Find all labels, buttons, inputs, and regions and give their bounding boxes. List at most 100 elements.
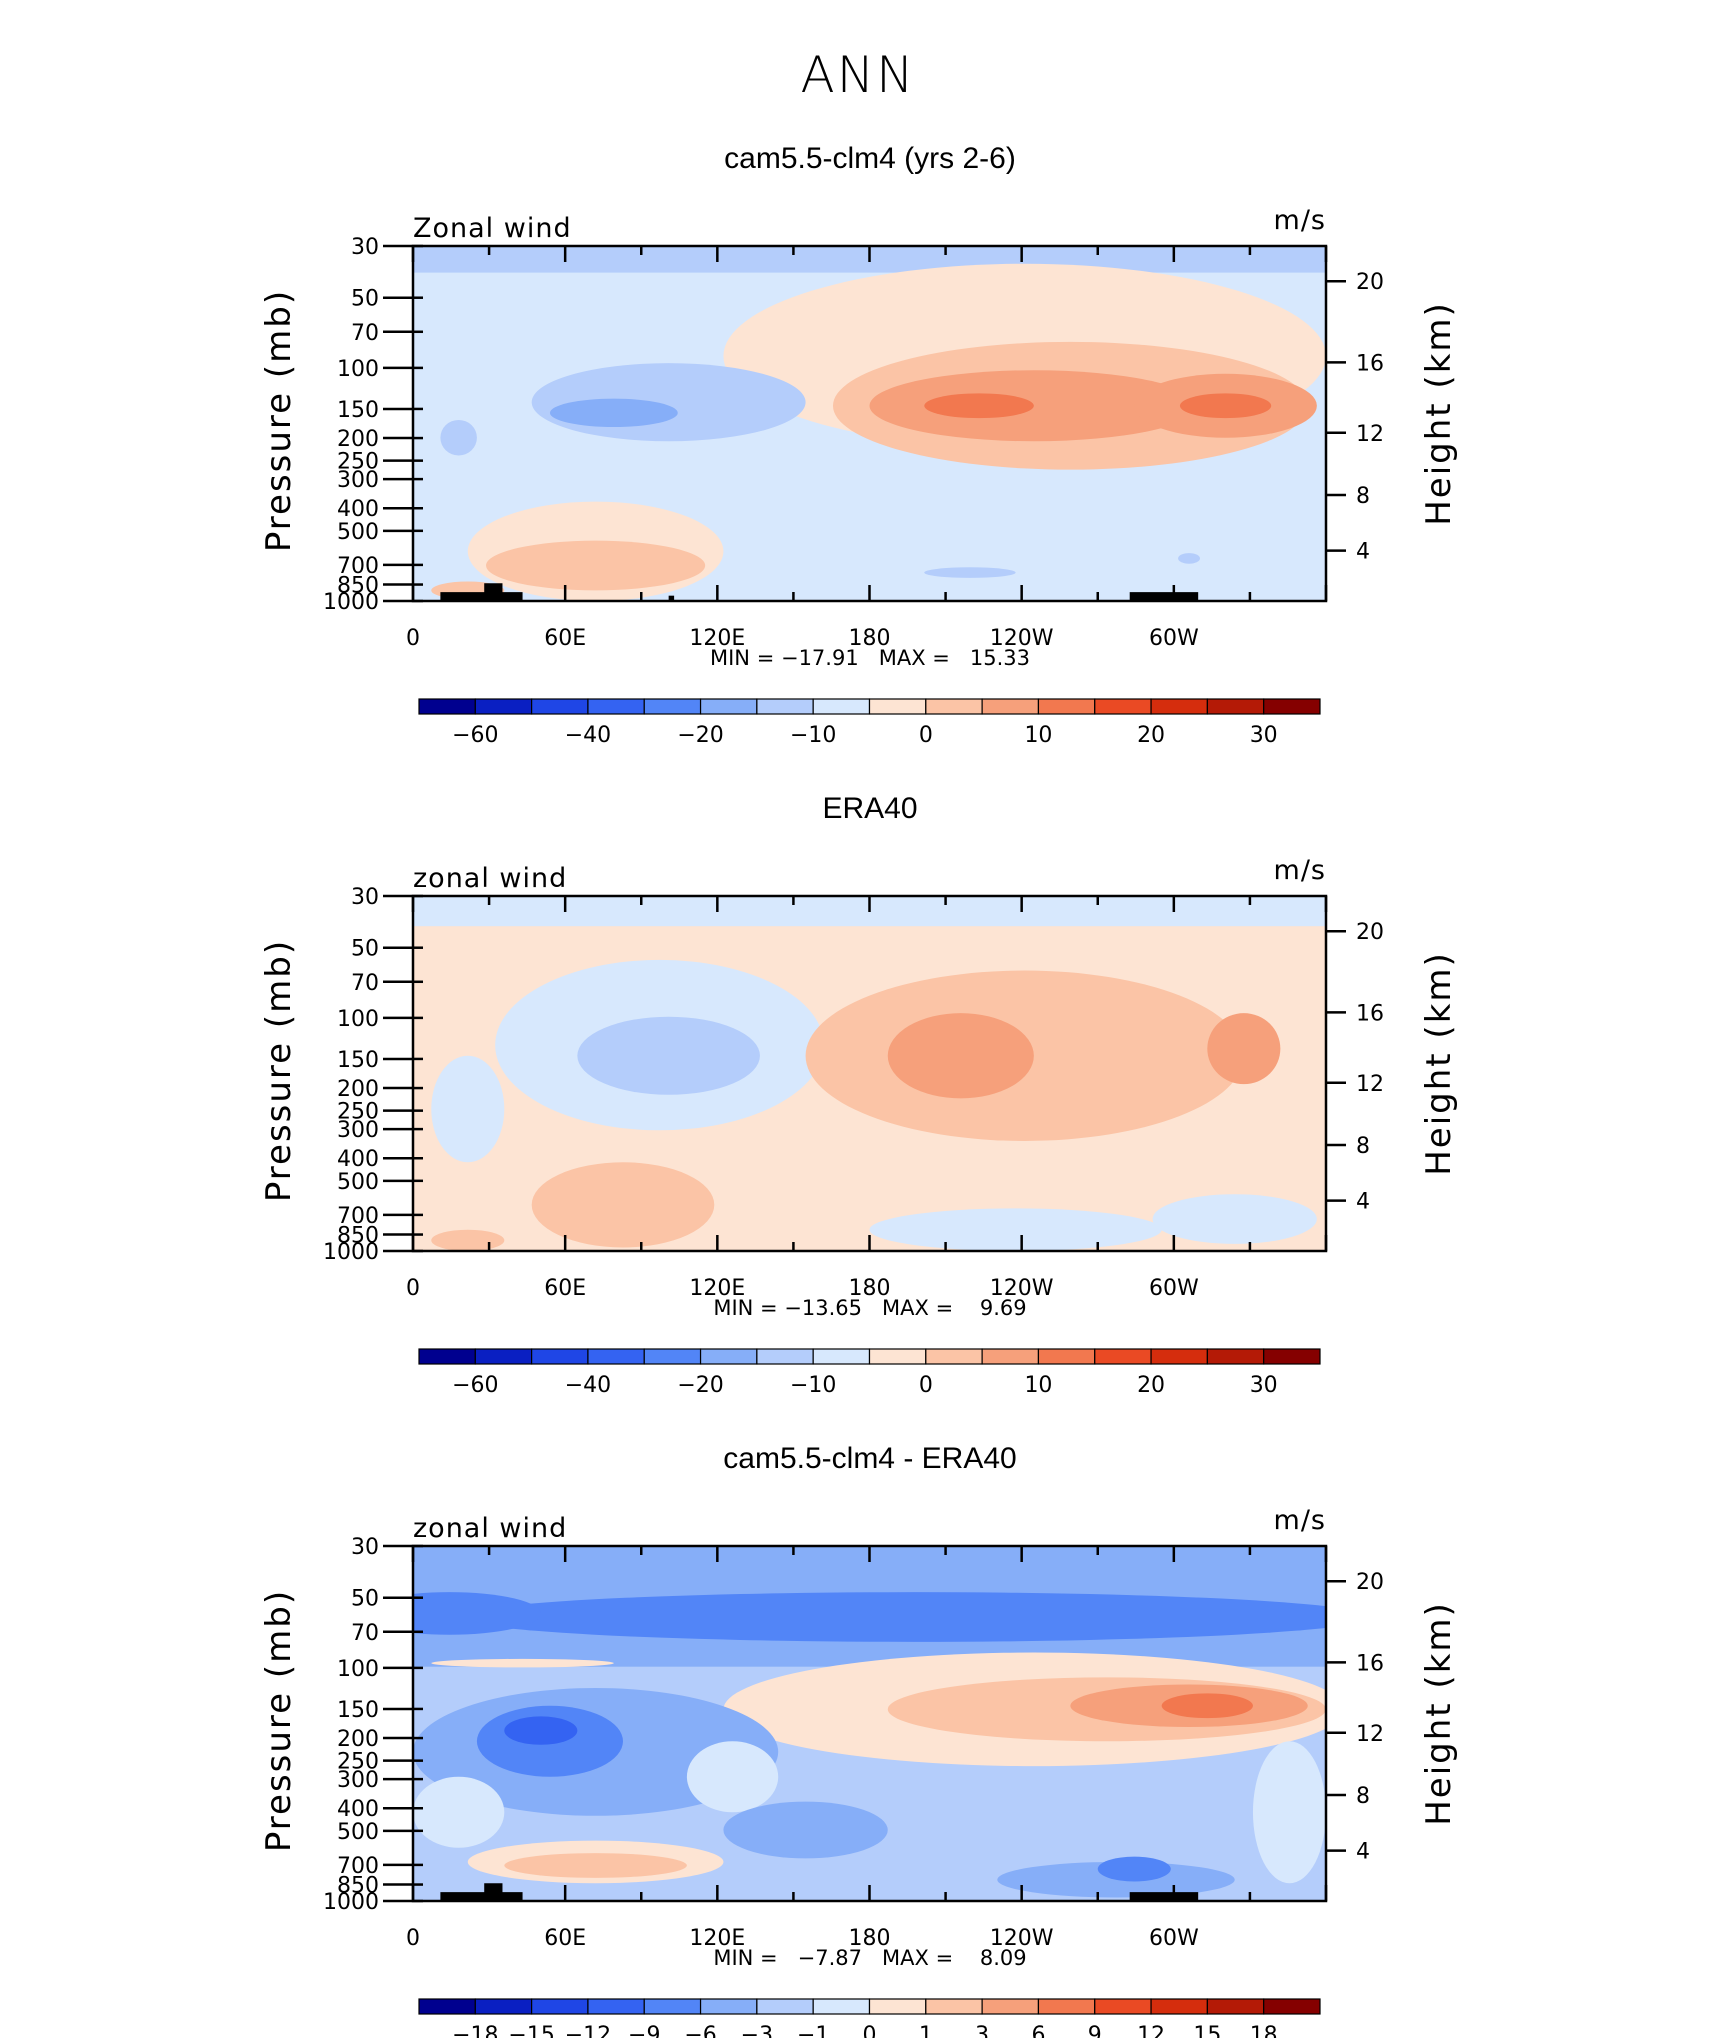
colorbar-swatch [474,698,533,715]
x-tick-label: 120W [990,1926,1054,1951]
x-tick-label: 0 [406,1276,420,1301]
colorbar-swatch [981,1998,1040,2015]
x-tick-label: 60E [544,1926,586,1951]
y-tick-label: 30 [351,1535,379,1560]
y-tick-label: 250 [337,1100,379,1125]
y-tick-label: 250 [337,1750,379,1775]
contour-field [413,896,1326,1251]
contour-region [458,1592,1326,1642]
contour-region [484,1883,503,1901]
y-tick-label: 70 [351,1621,379,1646]
x-tick-label: 180 [849,1276,891,1301]
contour-field [413,1546,1326,1901]
colorbar-swatch [699,1348,758,1365]
y-tick-label: 150 [337,398,379,423]
y-tick-label: 500 [337,1170,379,1195]
colorbar-label: 1 [919,2023,933,2038]
colorbar-label: −40 [565,1373,611,1398]
contour-region [504,1853,687,1878]
colorbar-label: −20 [677,723,723,748]
y-tick-label: 300 [337,1768,379,1793]
right-tick-label: 4 [1356,1190,1370,1215]
colorbar-label: 20 [1137,723,1165,748]
y-tick-label: 700 [337,1854,379,1879]
x-tick-label: 0 [406,1926,420,1951]
y-tick-label: 1000 [323,1890,379,1915]
contour-region [1178,553,1201,564]
contour-region [504,1716,578,1745]
colorbar-swatch [531,698,589,715]
colorbar-label: −40 [565,723,611,748]
contour-region [1207,1013,1281,1085]
min-max-label: MIN = −7.87 MAX = 8.09 [713,1946,1026,1970]
colorbar-swatch [1150,1998,1208,2015]
colorbar-swatch [643,1348,702,1365]
colorbar-swatch [418,1348,476,1365]
y-axis-label: Pressure (mb) [259,289,299,552]
right-tick-label: 12 [1356,422,1384,447]
colorbar-swatch [756,698,814,715]
panel-title: ERA40 [822,792,917,825]
colorbar-label: −9 [628,2023,660,2038]
colorbar-swatch [756,1998,814,2015]
x-tick-label: 120E [689,626,745,651]
colorbar-swatch [1206,1998,1265,2015]
colorbar-swatch [1263,1348,1321,1365]
x-tick-label: 120E [689,1926,745,1951]
y-tick-label: 300 [337,468,379,493]
colorbar-label: −10 [790,723,836,748]
contour-region [484,583,503,601]
colorbar-label: −6 [684,2023,716,2038]
right-tick-label: 8 [1356,1134,1370,1159]
y-tick-label: 400 [337,497,379,522]
right-tick-label: 12 [1356,1722,1384,1747]
colorbar-label: 30 [1250,723,1278,748]
y-tick-label: 1000 [323,1240,379,1265]
contour-region [686,1741,779,1813]
colorbar: −60 −40 −20 −10 0 10 20 30 [418,698,1321,748]
y-tick-label: 250 [337,450,379,475]
colorbar-label: 3 [975,2023,989,2038]
colorbar-swatch [1094,1348,1152,1365]
y-tick-label: 700 [337,1204,379,1229]
panel-title: cam5.5-clm4 - ERA40 [723,1442,1016,1475]
min-max-label: MIN = −13.65 MAX = 9.69 [713,1296,1026,1320]
right-tick-label: 16 [1356,1001,1384,1026]
colorbar-label: 20 [1137,1373,1165,1398]
colorbar-swatch [925,1348,983,1365]
colorbar-swatch [1206,698,1265,715]
y-tick-label: 50 [351,1587,379,1612]
contour-region [869,1208,1162,1251]
y-tick-label: 300 [337,1118,379,1143]
right-axis-label: Height (km) [1419,301,1459,526]
units-label: m/s [1274,855,1326,886]
colorbar-swatch [925,1998,983,2015]
colorbar-swatch [1206,1348,1265,1365]
x-tick-label: 60E [544,626,586,651]
colorbar-swatch [1037,698,1096,715]
colorbar-label: 10 [1024,1373,1052,1398]
colorbar-swatch [474,1348,533,1365]
y-tick-label: 400 [337,1797,379,1822]
colorbar-label: 18 [1250,2023,1278,2038]
colorbar-swatch [587,1348,645,1365]
right-tick-label: 4 [1356,1840,1370,1865]
colorbar-label: 0 [919,1373,933,1398]
contour-region [431,1055,505,1163]
right-axis-label: Height (km) [1419,951,1459,1176]
right-tick-label: 8 [1356,484,1370,509]
colorbar-swatch [812,1348,871,1365]
colorbar-swatch [1037,1348,1096,1365]
contour-region [486,540,706,591]
contour-region [440,1892,523,1901]
colorbar-label: 0 [919,723,933,748]
y-axis-label: Pressure (mb) [259,939,299,1202]
contour-region [924,393,1034,419]
colorbar-label: −60 [452,1373,498,1398]
y-tick-label: 200 [337,1727,379,1752]
colorbar-swatch [1263,1998,1321,2015]
colorbar-label: 12 [1137,2023,1165,2038]
colorbar-swatch [1037,1998,1096,2015]
colorbar-swatch [418,1998,476,2015]
